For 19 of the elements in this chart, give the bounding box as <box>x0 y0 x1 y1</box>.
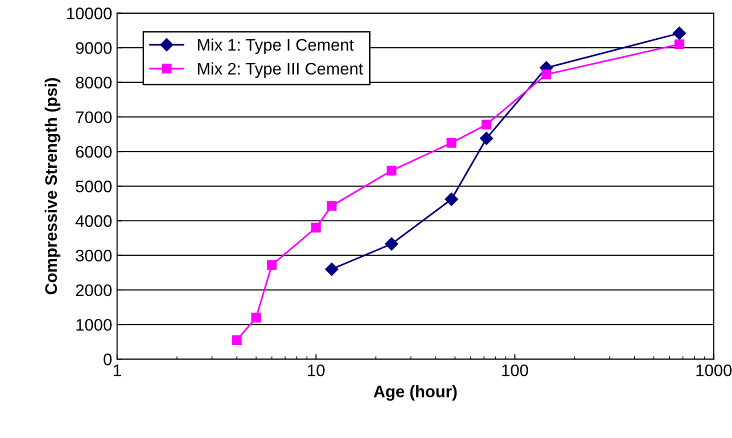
legend-label: Mix 1: Type I Cement <box>198 38 354 54</box>
x-tick-label: 100 <box>502 364 528 376</box>
y-tick-label: 6000 <box>76 146 112 158</box>
legend-label: Mix 2: Type III Cement <box>198 62 363 78</box>
y-tick-label: 9000 <box>76 42 112 54</box>
x-tick-label: 10 <box>308 364 325 376</box>
y-axis-title: Compressive Strength (psi) <box>44 78 60 294</box>
y-tick-label: 8000 <box>76 76 112 89</box>
y-tick-label: 1000 <box>76 318 112 331</box>
y-tick-label: 4000 <box>76 215 112 227</box>
y-tick-label: 3000 <box>76 250 112 262</box>
y-tick-label: 0 <box>104 354 112 366</box>
x-axis-title: Age (hour) <box>374 385 457 401</box>
x-tick-label: 1 <box>114 364 121 376</box>
y-tick-label: 7000 <box>76 111 112 124</box>
y-tick-label: 5000 <box>76 180 112 192</box>
x-tick-label: 1000 <box>696 364 732 376</box>
y-tick-label: 2000 <box>76 284 112 296</box>
y-tick-label: 10000 <box>67 8 112 20</box>
